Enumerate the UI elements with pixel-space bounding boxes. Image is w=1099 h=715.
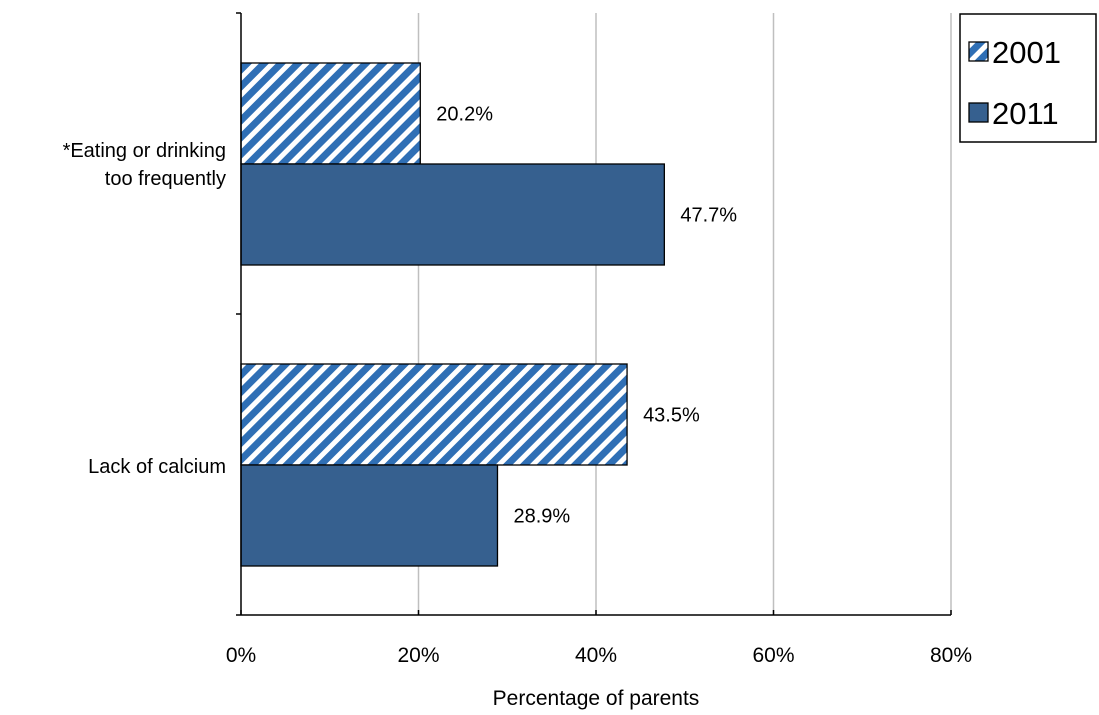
data-label: 43.5% [643, 405, 700, 427]
bar-2001-2 [240, 363, 628, 466]
category-label: Lack of calcium [88, 456, 226, 478]
legend: 2001 2011 [959, 13, 1097, 143]
bar-2011-1 [240, 163, 665, 266]
axes [236, 12, 952, 616]
x-tick-label: 60% [752, 644, 794, 667]
legend-label: 2001 [992, 35, 1061, 70]
bars [240, 62, 665, 567]
category-labels: *Eating or drinking too frequently Lack of… [63, 140, 226, 478]
data-labels: 20.2% 47.7% 43.5% 28.9% [436, 104, 737, 528]
legend-swatch-2001 [968, 41, 989, 62]
data-label: 28.9% [513, 506, 570, 528]
category-label: *Eating or drinking [63, 140, 226, 162]
x-tick-label: 0% [226, 644, 256, 667]
legend-swatch-2011 [968, 102, 989, 123]
bar-2011-2 [240, 464, 499, 567]
x-tick-label: 80% [930, 644, 972, 667]
data-label: 20.2% [436, 104, 493, 126]
category-label: too frequently [105, 168, 226, 190]
data-label: 47.7% [680, 205, 737, 227]
x-tick-labels: 0% 20% 40% 60% 80% [226, 644, 972, 667]
legend-label: 2011 [992, 96, 1059, 131]
gridlines [417, 13, 952, 615]
x-axis-title: Percentage of parents [493, 687, 700, 710]
x-tick-label: 40% [575, 644, 617, 667]
bar-2001-1 [240, 62, 421, 165]
x-tick-label: 20% [397, 644, 439, 667]
